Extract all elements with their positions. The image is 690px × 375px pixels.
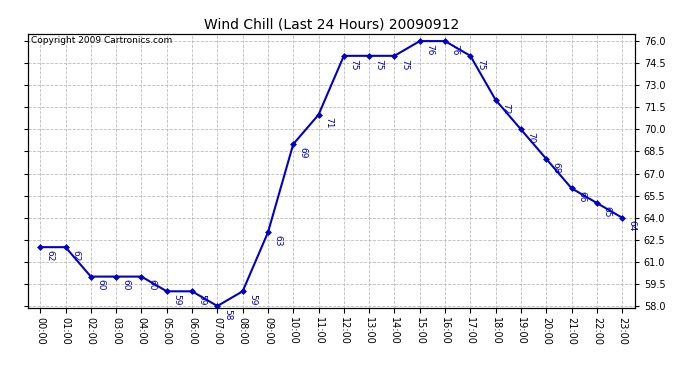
Text: 62: 62 xyxy=(71,250,80,261)
Text: 59: 59 xyxy=(197,294,206,306)
Text: 66: 66 xyxy=(577,191,586,202)
Text: 75: 75 xyxy=(400,58,409,70)
Text: 72: 72 xyxy=(501,103,510,114)
Text: 59: 59 xyxy=(172,294,181,306)
Text: 65: 65 xyxy=(602,206,611,217)
Text: 71: 71 xyxy=(324,117,333,129)
Text: 70: 70 xyxy=(526,132,535,144)
Text: 76: 76 xyxy=(425,44,434,55)
Text: 59: 59 xyxy=(248,294,257,306)
Text: 75: 75 xyxy=(375,58,384,70)
Text: 76: 76 xyxy=(451,44,460,55)
Text: 75: 75 xyxy=(476,58,485,70)
Text: 69: 69 xyxy=(299,147,308,158)
Text: 75: 75 xyxy=(349,58,358,70)
Text: Copyright 2009 Cartronics.com: Copyright 2009 Cartronics.com xyxy=(30,36,172,45)
Text: 68: 68 xyxy=(552,162,561,173)
Title: Wind Chill (Last 24 Hours) 20090912: Wind Chill (Last 24 Hours) 20090912 xyxy=(204,17,459,31)
Text: 60: 60 xyxy=(97,279,106,291)
Text: 60: 60 xyxy=(121,279,130,291)
Text: 62: 62 xyxy=(46,250,55,261)
Text: 60: 60 xyxy=(147,279,156,291)
Text: 63: 63 xyxy=(273,235,282,247)
Text: 64: 64 xyxy=(628,220,637,232)
Text: 58: 58 xyxy=(223,309,232,320)
